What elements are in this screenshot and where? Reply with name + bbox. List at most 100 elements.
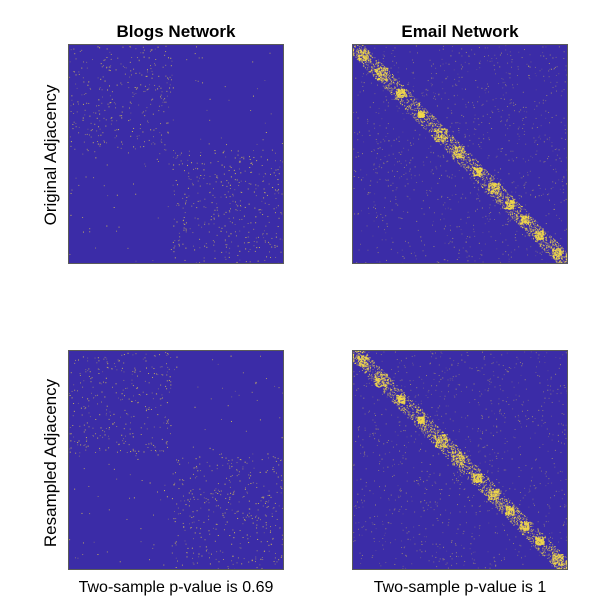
heatmap-cell (554, 240, 556, 242)
heatmap-cell (193, 563, 195, 565)
heatmap-cell (421, 116, 423, 118)
heatmap-cell (455, 143, 457, 145)
heatmap-cell (432, 128, 434, 130)
heatmap-cell (561, 220, 563, 222)
heatmap-cell (512, 205, 514, 208)
heatmap-cell (469, 177, 471, 179)
heatmap-cell (488, 231, 490, 233)
heatmap-cell (499, 66, 501, 68)
heatmap-cell (234, 179, 236, 181)
heatmap-cell (424, 121, 426, 123)
heatmap-cell (367, 52, 370, 55)
heatmap-cell (164, 98, 166, 100)
heatmap-cell (420, 119, 422, 121)
heatmap-cell (541, 231, 544, 233)
heatmap-cell (463, 164, 465, 166)
heatmap-cell (535, 233, 537, 235)
heatmap-cell (237, 245, 239, 247)
heatmap-cell (561, 251, 564, 253)
heatmap-cell (529, 221, 531, 223)
heatmap-cell (515, 239, 517, 241)
heatmap-cell (450, 110, 452, 111)
heatmap-cell (362, 53, 364, 55)
heatmap-cell (161, 91, 163, 93)
heatmap-cell (488, 188, 491, 190)
heatmap-cell (438, 123, 440, 125)
heatmap-cell (473, 175, 476, 177)
heatmap-cell (500, 168, 502, 170)
heatmap-cell (365, 58, 367, 61)
heatmap-cell (437, 136, 439, 138)
heatmap-cell (374, 73, 376, 75)
heatmap-cell (355, 171, 357, 173)
heatmap-cell (560, 251, 562, 253)
heatmap-cell (436, 129, 439, 131)
heatmap-cell (97, 77, 99, 79)
heatmap-cell (454, 146, 456, 149)
heatmap-cell (457, 73, 459, 75)
heatmap-cell (264, 173, 266, 175)
heatmap-cell (432, 220, 434, 222)
heatmap-cell (248, 457, 250, 459)
heatmap-cell (544, 250, 546, 252)
heatmap-cell (164, 144, 166, 146)
heatmap-cell (180, 152, 182, 154)
heatmap-cell (456, 259, 458, 261)
heatmap-cell (468, 63, 470, 65)
heatmap-cell (507, 128, 509, 130)
heatmap-cell (403, 94, 406, 96)
heatmap-cell (519, 222, 521, 224)
heatmap-cell (462, 154, 464, 156)
heatmap-cell (546, 244, 548, 246)
heatmap-cell (556, 261, 557, 263)
heatmap-cell (518, 203, 520, 205)
heatmap-cell (399, 101, 401, 103)
heatmap-cell (517, 218, 519, 220)
heatmap-cell (390, 90, 392, 92)
heatmap-cell (360, 243, 362, 245)
heatmap-cell (490, 184, 492, 187)
heatmap-cell (474, 114, 476, 116)
heatmap-cell (390, 91, 392, 93)
heatmap-cell (509, 73, 511, 75)
heatmap-cell (535, 241, 537, 242)
heatmap-cell (250, 183, 252, 185)
heatmap-cell (539, 238, 542, 240)
heatmap-cell (377, 64, 379, 66)
heatmap-cell (510, 102, 512, 104)
heatmap-cell (507, 221, 509, 223)
heatmap-cell (530, 219, 532, 221)
heatmap-cell (406, 96, 408, 98)
heatmap-cell (274, 189, 276, 191)
heatmap-cell (463, 156, 465, 159)
heatmap-cell (384, 68, 386, 71)
heatmap-cell (470, 168, 472, 170)
heatmap-cell (398, 160, 400, 162)
heatmap-cell (127, 81, 129, 83)
heatmap-cell (543, 55, 545, 57)
heatmap-cell (463, 146, 465, 148)
heatmap-cell (424, 125, 426, 127)
heatmap-cell (200, 536, 202, 538)
heatmap-cell (432, 136, 434, 138)
heatmap-cell (183, 223, 185, 225)
heatmap-cell (478, 174, 480, 177)
heatmap-cell (73, 121, 75, 123)
heatmap-cell (485, 191, 487, 193)
heatmap-cell (477, 174, 479, 176)
heatmap-cell (450, 147, 452, 149)
heatmap-cell (88, 102, 90, 104)
heatmap-cell (226, 144, 228, 146)
heatmap-cell (534, 141, 536, 143)
heatmap-cell (365, 64, 367, 66)
heatmap-cell (472, 167, 475, 169)
heatmap-cell (379, 78, 381, 81)
title-blogs-network: Blogs Network (116, 22, 236, 41)
heatmap-cell (466, 236, 468, 238)
heatmap-cell (513, 181, 515, 183)
heatmap-cell (402, 90, 405, 93)
heatmap-cell (549, 253, 551, 255)
heatmap-cell (173, 218, 175, 220)
heatmap-cell (525, 220, 528, 222)
heatmap-cell (264, 79, 266, 81)
